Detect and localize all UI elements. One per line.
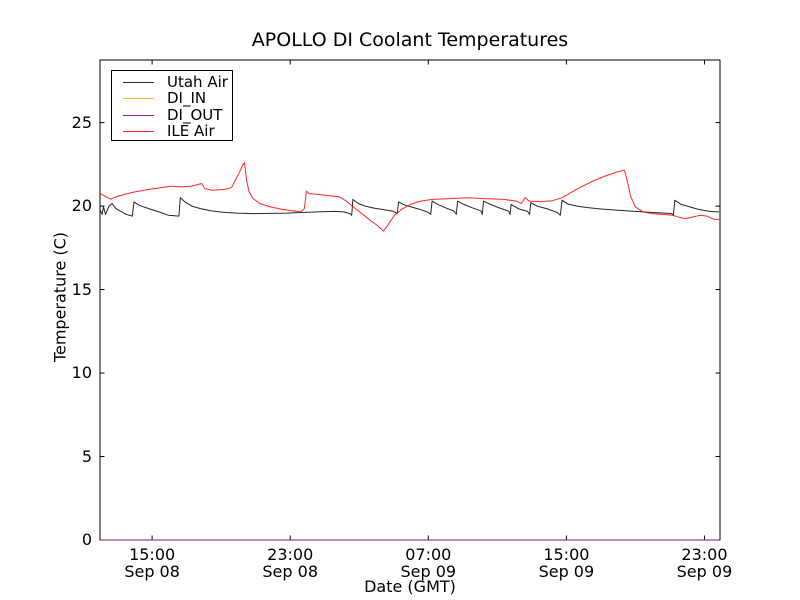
legend-line-sample: [123, 81, 154, 83]
series-line-ile-air: [100, 162, 720, 232]
legend-entry: Utah Air: [112, 74, 232, 90]
y-tick-label: 10: [71, 363, 92, 383]
y-tick-label: 5: [81, 446, 92, 466]
x-tick-time: 15:00: [129, 545, 176, 564]
x-tick-date: Sep 09: [538, 562, 595, 581]
chart-title: APOLLO DI Coolant Temperatures: [251, 29, 569, 51]
x-tick-date: Sep 09: [400, 562, 457, 581]
y-tick-label: 15: [71, 279, 92, 299]
x-axis-label: Date (GMT): [364, 577, 456, 596]
legend-line-sample: [123, 98, 154, 99]
y-tick-label: 0: [81, 530, 92, 549]
x-tick-time: 23:00: [681, 545, 728, 564]
x-tick-time: 23:00: [267, 545, 314, 564]
legend-entry: DI_OUT: [112, 107, 232, 123]
x-tick-label: 15:00 Sep 09: [521, 546, 611, 580]
x-tick-time: 15:00: [543, 545, 590, 564]
x-tick-date: Sep 08: [262, 562, 318, 581]
legend-label: ILE Air: [167, 122, 215, 140]
x-tick-date: Sep 09: [676, 562, 733, 581]
x-tick-label: 23:00 Sep 08: [245, 546, 335, 580]
x-tick-date: Sep 08: [124, 562, 180, 581]
legend-label: Utah Air: [167, 72, 228, 91]
x-tick-label: 15:00 Sep 08: [107, 546, 197, 580]
legend-line-sample: [123, 131, 154, 132]
legend-entry: ILE Air: [112, 124, 232, 140]
legend: Utah Air DI_IN DI_OUT ILE Air: [111, 70, 233, 141]
x-tick-time: 07:00: [405, 545, 452, 564]
legend-line-sample: [123, 114, 154, 116]
x-tick-label: 07:00 Sep 09: [383, 546, 473, 580]
legend-label: DI_IN: [167, 89, 207, 107]
legend-label: DI_OUT: [167, 105, 223, 124]
legend-entry: DI_IN: [112, 91, 232, 107]
x-tick-label: 23:00 Sep 09: [659, 546, 749, 580]
y-tick-label: 25: [71, 112, 92, 132]
y-tick-label: 20: [71, 196, 92, 216]
series-line-utah-air: [99, 197, 720, 217]
